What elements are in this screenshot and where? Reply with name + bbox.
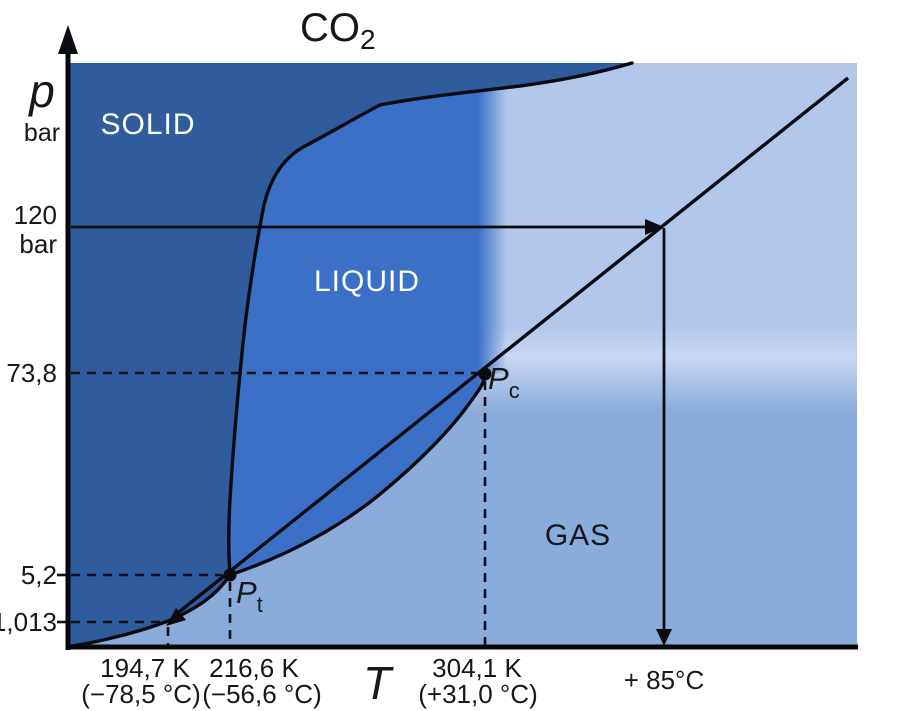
y-tick-label-120: 120 — [14, 200, 57, 230]
supercritical-region — [455, 63, 857, 645]
isotherm-down-arrowhead-icon — [656, 629, 672, 646]
isobar-right-arrowhead-icon — [645, 219, 664, 235]
diagonal-arrowhead-icon — [166, 608, 186, 626]
vaporization-curve — [228, 371, 487, 577]
y-axis-arrowhead-icon — [58, 25, 78, 54]
sublimation-curve — [70, 573, 232, 648]
y-axis-unit: bar — [24, 119, 60, 147]
x-tick-label-216-6-c: (−56,6 °C) — [202, 679, 322, 709]
x-tick-label-194-7-k: 194,7 K — [100, 653, 190, 683]
solid-region-label: SOLID — [100, 108, 195, 141]
y-tick-label-5-2: 5,2 — [21, 560, 57, 590]
liquid-region — [228, 87, 512, 575]
x-tick-label-85-c: + 85°C — [624, 665, 705, 695]
critical-point-symbol: P — [488, 361, 509, 396]
diagonal-process-line — [177, 76, 850, 614]
critical-point-label: Pc — [488, 361, 520, 403]
title-subscript: 2 — [360, 24, 376, 55]
x-tick-label-304-1-k: 304,1 K — [432, 653, 522, 683]
x-tick-label-194-7-c: (−78,5 °C) — [81, 679, 201, 709]
y-axis-label: p — [27, 65, 55, 117]
page-title: CO2 — [300, 6, 376, 55]
x-axis-label: T — [363, 657, 394, 709]
critical-point-subscript: c — [509, 378, 520, 403]
y-tick-label-120-unit: bar — [19, 229, 57, 259]
x-tick-label-216-6-k: 216,6 K — [209, 653, 299, 683]
triple-point-subscript: t — [257, 592, 263, 617]
triple-point-dot — [223, 568, 237, 582]
melting-curve — [227, 61, 634, 577]
y-tick-label-1-013: 1,013 — [0, 607, 57, 637]
triple-point-symbol: P — [236, 575, 257, 610]
y-tick-label-73-8: 73,8 — [6, 358, 57, 388]
gas-region-label: GAS — [545, 519, 611, 552]
liquid-region-label: LIQUID — [314, 265, 420, 298]
title-formula: CO — [300, 6, 360, 50]
triple-point-label: Pt — [236, 575, 263, 617]
critical-point-dot — [478, 367, 492, 381]
x-tick-label-304-1-c: (+31,0 °C) — [418, 679, 538, 709]
solid-region — [70, 63, 632, 646]
